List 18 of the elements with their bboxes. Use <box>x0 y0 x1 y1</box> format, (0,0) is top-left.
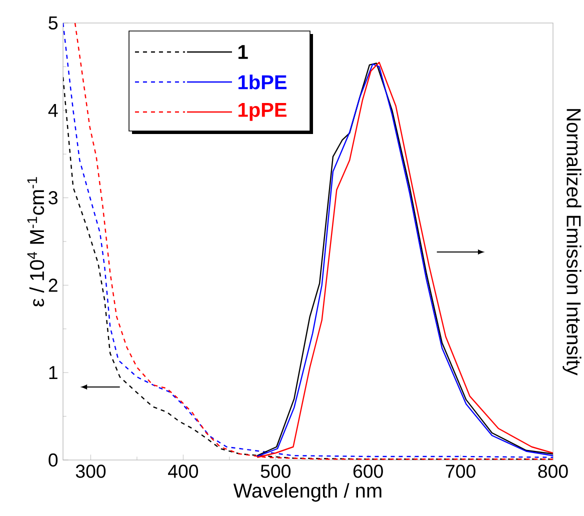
x-axis-title: Wavelength / nm <box>233 483 382 502</box>
y-tick-label: 4 <box>48 104 58 117</box>
x-tick-label: 600 <box>353 464 383 478</box>
x-tick-label: 800 <box>538 464 568 478</box>
legend-label: 1pPE <box>238 103 286 121</box>
y-tick-label: 5 <box>48 16 58 30</box>
y-tick-label: 1 <box>49 366 58 380</box>
y-tick-label: 0 <box>48 453 58 467</box>
y-tick-label: 3 <box>48 191 58 204</box>
x-tick-label: 300 <box>76 464 106 478</box>
x-tick-label: 700 <box>446 464 476 478</box>
y2-axis-title: Normalized Emission Intensity <box>562 109 582 376</box>
legend-label: 1 <box>238 45 248 59</box>
legend-label: 1bPE <box>238 74 286 90</box>
y-axis-title: ε / 10$^{4}$ M$^{-1}$cm$^{-1}$ <box>27 177 44 306</box>
y-tick-label: 2 <box>48 278 58 292</box>
x-tick-label: 500 <box>260 464 290 478</box>
x-tick-label: 400 <box>168 464 198 478</box>
